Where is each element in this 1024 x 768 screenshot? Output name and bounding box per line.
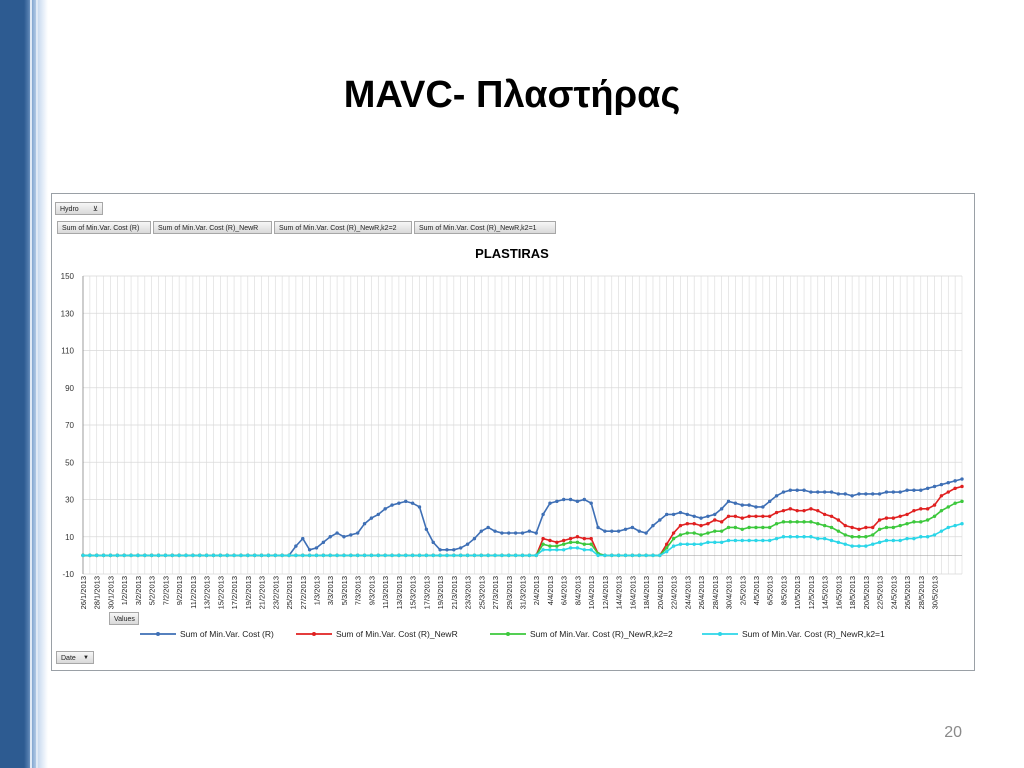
value-field-button[interactable]: Sum of Min.Var. Cost (R) [57,221,151,234]
date-axis-label: Date [61,655,76,662]
dropdown-arrow-icon: ▼ [83,655,89,661]
values-button[interactable]: Values [109,612,139,625]
hydro-filter-button[interactable]: Hydro ⊻ [55,202,103,215]
slide-sidebar-band [0,0,48,768]
filter-icon: ⊻ [92,206,98,213]
sidebar-stripe [30,0,32,768]
value-field-button[interactable]: Sum of Min.Var. Cost (R)_NewR,k2=1 [414,221,556,234]
slide-title: MAVC- Πλαστήρας [343,74,681,116]
page-number: 20 [944,724,962,741]
pivot-chart-frame: Hydro ⊻ Sum of Min.Var. Cost (R) Sum of … [51,193,975,671]
value-field-button[interactable]: Sum of Min.Var. Cost (R)_NewR [153,221,272,234]
value-field-button[interactable]: Sum of Min.Var. Cost (R)_NewR,k2=2 [274,221,412,234]
hydro-filter-label: Hydro [60,206,79,213]
date-axis-button[interactable]: Date ▼ [56,651,94,664]
sidebar-stripe [36,0,38,768]
